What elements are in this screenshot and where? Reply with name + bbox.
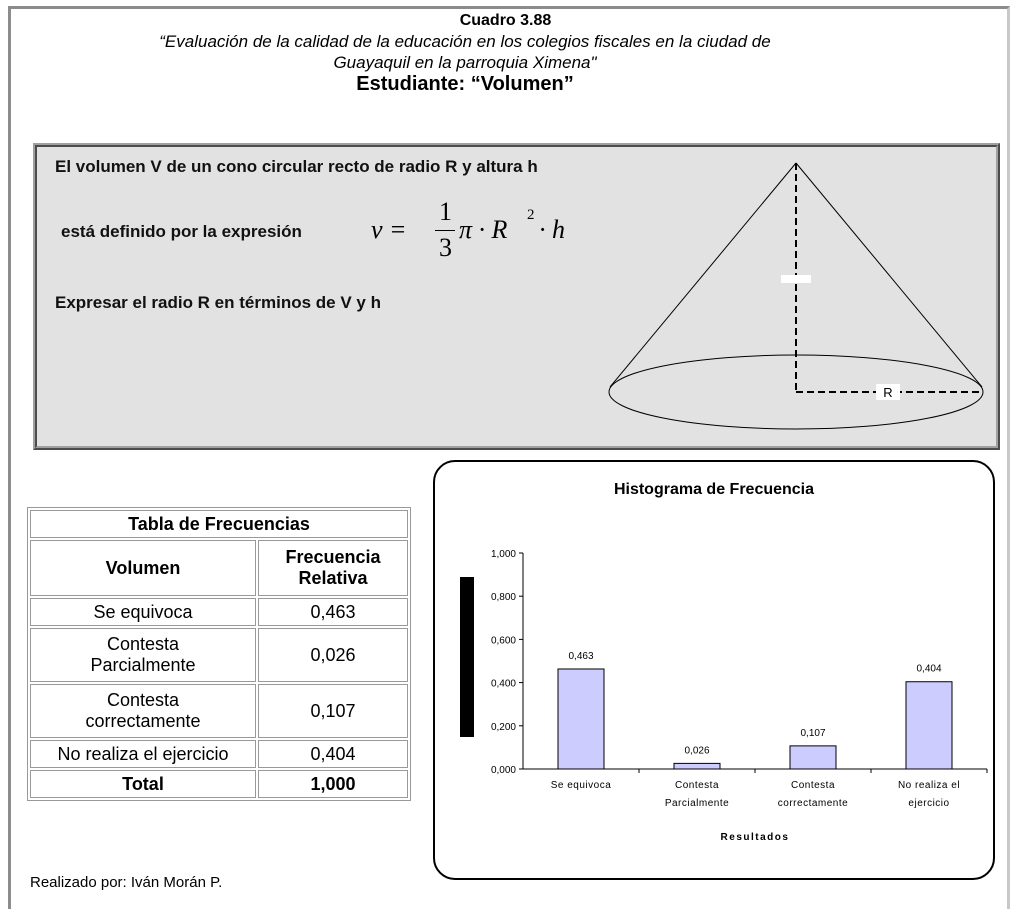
x-tick-label-box: Contesta correctamente [777,780,849,809]
total-cell: Total [30,770,256,798]
cone-side [609,162,797,388]
chart-box: Histograma de Frecuencia Resultados 0,00… [433,460,995,880]
cone-side [795,162,983,388]
footer: Realizado por: Iván Morán P. [30,874,223,891]
cell: No realiza el ejercicio [30,740,256,768]
subtitle: Guayaquil en la parroquia Ximena" [333,53,597,72]
cell: 0,026 [258,628,408,682]
value-label: 0,026 [684,745,709,756]
cell: 0,404 [258,740,408,768]
chart: Histograma de Frecuencia Resultados 0,00… [460,481,988,843]
y-tick-label: 0,400 [491,679,516,690]
axis-title-box [460,577,474,737]
height-label-box [781,275,811,283]
formula: v = [371,215,407,244]
cell: Contesta correctamente [30,684,256,738]
fraction-bar [435,230,455,231]
x-tick-label-box: Contesta Parcialmente [664,780,730,809]
y-tick-label: 0,800 [491,592,516,603]
y-tick-label: 0,600 [491,635,516,646]
frame [8,6,1010,909]
problem-box: El volumen V de un cono circular recto d… [33,143,1000,450]
x-tick-label: No realiza el ejercicio [897,780,961,809]
bar [557,668,605,770]
cell: 0,107 [258,684,408,738]
y-tick-label: 0,200 [491,722,516,733]
column-header: Volumen [30,540,256,596]
cell: Contesta Parcialmente [30,628,256,682]
value-label: 0,463 [568,651,593,662]
formula: π · R [459,215,508,244]
value-label: 0,107 [800,728,825,739]
x-tick-label: Se equivoca [550,780,612,791]
formula-denominator: 3 [439,233,452,262]
cone: R [608,162,984,430]
formula-exponent: 2 [527,207,535,223]
bar [673,762,721,770]
x-tick-label-box: Se equivoca [550,780,612,791]
total-cell: 1,000 [258,770,408,798]
frequency-table: Tabla de Frecuencias Volumen Frecuencia … [27,507,411,801]
radius-label-box [876,384,900,400]
y-tick-label: 0,000 [491,765,516,776]
cell: Se equivoca [30,598,256,626]
column-header: Frecuencia Relativa [258,540,408,596]
x-tick-label: Contesta correctamente [777,780,849,809]
formula-numerator: 1 [439,197,452,226]
problem-text: está definido por la expresión [61,222,302,241]
bar [789,745,837,770]
radius-label: R [883,385,892,400]
title: Cuadro 3.88 [459,12,552,29]
formula: · h [539,215,565,244]
chart-title: Histograma de Frecuencia [614,481,814,498]
x-axis-label: Resultados [721,832,790,843]
heading: Estudiante: “Volumen” [356,73,574,95]
table-title: Tabla de Frecuencias [30,510,408,538]
x-tick-label-box: No realiza el ejercicio [897,780,961,809]
problem-text: Expresar el radio R en términos de V y h [55,293,381,312]
y-tick-label: 1,000 [491,549,516,560]
x-tick-label: Contesta Parcialmente [664,780,730,809]
bar [905,681,953,770]
value-label: 0,404 [916,664,941,675]
subtitle: “Evaluación de la calidad de la educació… [159,32,771,51]
cell: 0,463 [258,598,408,626]
problem-text: El volumen V de un cono circular recto d… [55,157,538,176]
